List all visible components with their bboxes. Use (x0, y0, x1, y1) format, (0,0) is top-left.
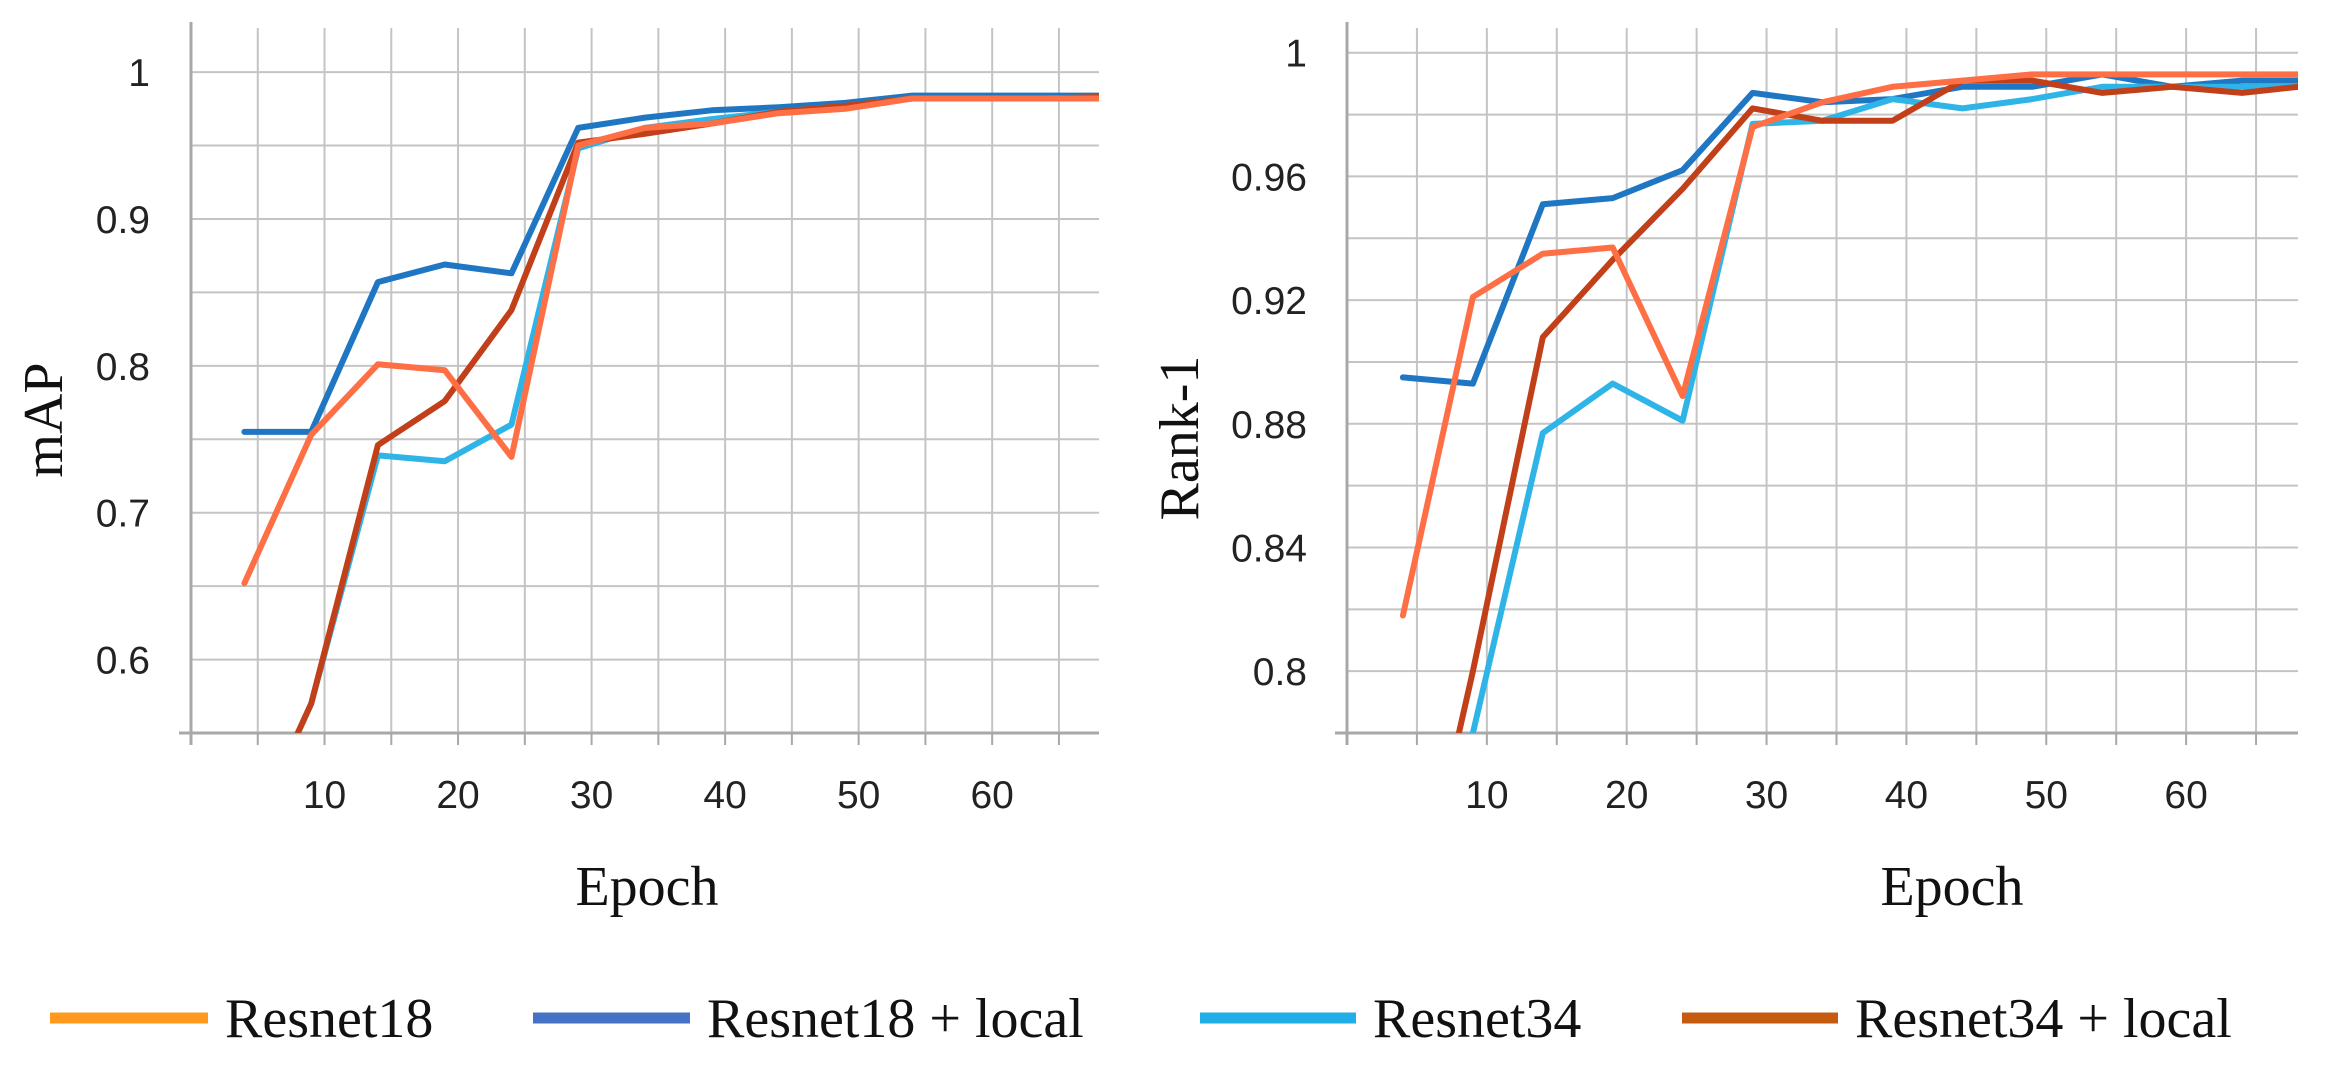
rank1-y-tick-label: 1 (1285, 33, 1307, 76)
rank1-y-tick-label: 0.96 (1231, 156, 1307, 199)
rank1-x-axis-title: Epoch (1880, 856, 2023, 918)
rank1-x-tick-label: 10 (1465, 774, 1508, 817)
map-series-group (241, 92, 1099, 733)
rank1-y-tick-label: 0.8 (1253, 651, 1307, 694)
map-series-resnet18 (241, 95, 1099, 587)
legend-label-resnet34-local: Resnet34 + local (1855, 988, 2232, 1050)
legend-item-resnet18: Resnet18 (50, 988, 433, 1050)
map-x-tick-label: 30 (570, 774, 613, 817)
rank1-gridlines (1347, 28, 2298, 733)
legend-item-resnet34-local: Resnet34 + local (1682, 988, 2232, 1050)
rank1-x-tick-label: 40 (1885, 774, 1928, 817)
map-y-tick-label: 0.7 (96, 493, 150, 536)
map-series-resnet34 (294, 94, 1099, 733)
rank1-y-axis-title: Rank-1 (1149, 356, 1211, 521)
map-x-axis-title: Epoch (575, 856, 718, 918)
rank1-y-tick-label: 0.88 (1231, 404, 1307, 447)
rank1-chart-panel: 0.8 0.84 0.88 0.92 0.96 1 10 20 30 40 50 60 Epoch Ran… (1149, 22, 2298, 918)
map-chart-panel: 0.6 0.7 0.8 0.9 1 10 20 30 40 50 60 Epoch mAP (13, 22, 1099, 918)
legend-label-resnet18: Resnet18 (225, 988, 433, 1050)
map-x-tick-label: 60 (970, 774, 1013, 817)
rank1-series-group (1399, 71, 2298, 733)
rank1-y-tick-label: 0.84 (1231, 527, 1307, 570)
rank1-x-tick-label: 30 (1745, 774, 1788, 817)
rank1-series-resnet34-local (1455, 77, 2298, 733)
map-y-axis-title: mAP (13, 362, 75, 477)
legend-label-resnet34: Resnet34 (1373, 988, 1581, 1050)
rank1-x-tick-label: 50 (2025, 774, 2068, 817)
map-x-tick-label: 10 (303, 774, 346, 817)
map-y-tick-label: 0.9 (96, 199, 150, 242)
map-x-tick-label: 50 (837, 774, 880, 817)
map-x-tick-label: 20 (436, 774, 479, 817)
map-series-resnet34-local (294, 94, 1099, 733)
rank1-y-tick-label: 0.92 (1231, 280, 1307, 323)
map-y-tick-label: 0.8 (96, 346, 150, 389)
legend: Resnet18 Resnet18 + local Resnet34 Resne… (50, 988, 2232, 1050)
legend-item-resnet34: Resnet34 (1200, 988, 1581, 1050)
rank1-series-resnet34 (1469, 83, 2298, 733)
rank1-x-tick-label: 60 (2164, 774, 2207, 817)
rank1-series-resnet18 (1399, 71, 2298, 619)
map-x-tick-label: 40 (703, 774, 746, 817)
map-y-tick-label: 1 (128, 52, 150, 95)
legend-item-resnet18-local: Resnet18 + local (533, 988, 1084, 1050)
rank1-x-tick-label: 20 (1605, 774, 1648, 817)
legend-label-resnet18-local: Resnet18 + local (707, 988, 1084, 1050)
map-y-tick-label: 0.6 (96, 640, 150, 683)
